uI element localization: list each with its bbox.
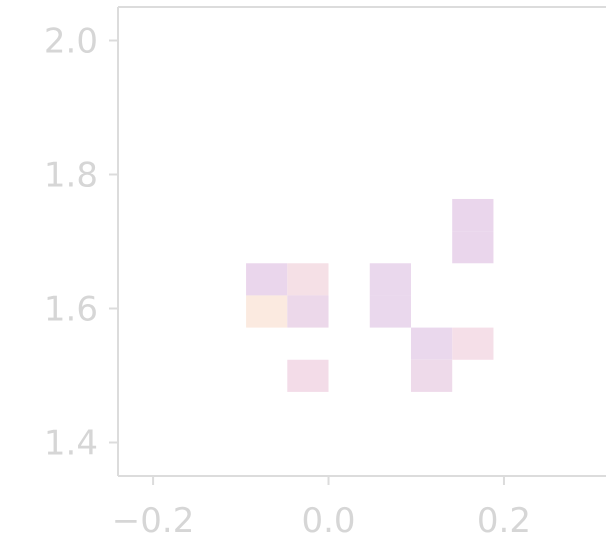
heatmap-cell bbox=[369, 295, 411, 328]
heatmap-cells bbox=[246, 198, 494, 392]
heatmap-cell bbox=[287, 359, 329, 392]
heatmap-cell bbox=[369, 263, 411, 296]
x-tick-label: 0.2 bbox=[477, 501, 531, 541]
y-axis-ticks: 1.4 1.6 1.8 2.0 bbox=[44, 22, 118, 464]
heatmap-cell bbox=[410, 327, 453, 360]
x-tick-label: −0.2 bbox=[112, 501, 195, 541]
heatmap-cell bbox=[287, 295, 329, 328]
heatmap-cell bbox=[246, 263, 288, 296]
axes bbox=[117, 6, 606, 477]
heatmap-cell bbox=[452, 198, 494, 232]
y-tick-label: 1.8 bbox=[44, 156, 98, 196]
y-tick-label: 1.6 bbox=[44, 290, 98, 330]
heatmap-cell bbox=[287, 263, 329, 296]
heatmap-cell bbox=[452, 327, 494, 360]
heatmap-cell bbox=[246, 295, 288, 328]
x-axis-ticks: −0.2 0.0 0.2 bbox=[112, 476, 531, 541]
y-tick-label: 2.0 bbox=[44, 22, 98, 62]
heatmap-cell bbox=[410, 359, 453, 392]
heatmap-cell bbox=[452, 231, 494, 264]
y-tick-label: 1.4 bbox=[44, 424, 98, 464]
x-tick-label: 0.0 bbox=[301, 501, 355, 541]
